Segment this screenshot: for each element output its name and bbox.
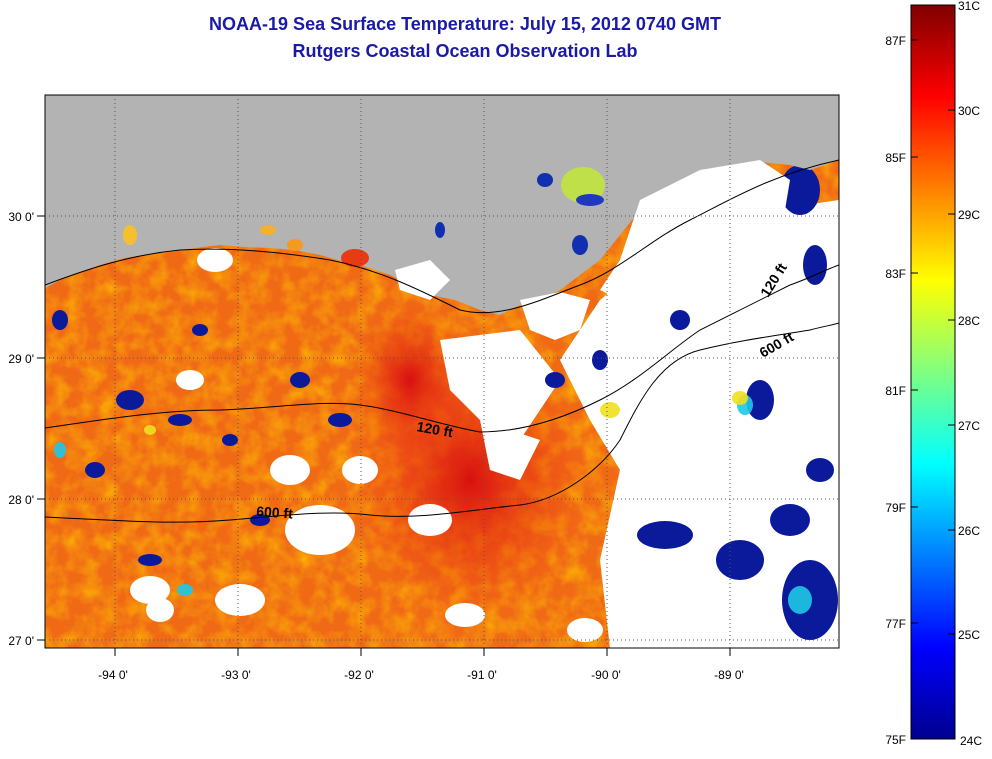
lat-label: 30 0' [8, 210, 34, 224]
colorbar-f-label: 83F [885, 267, 906, 281]
lat-label: 27 0' [8, 634, 34, 648]
colorbar: 31C 30C 29C 28C 27C 26C 25C 24C 87F 85F … [885, 0, 982, 748]
lat-label: 28 0' [8, 493, 34, 507]
colorbar-f-label: 77F [885, 617, 906, 631]
sst-map [45, 95, 839, 648]
colorbar-c-label: 24C [960, 734, 982, 748]
lon-label: -90 0' [591, 668, 621, 682]
lat-label: 29 0' [8, 352, 34, 366]
colorbar-f-label: 75F [885, 733, 906, 747]
axis-ticks [37, 215, 731, 656]
colorbar-f-label: 81F [885, 384, 906, 398]
lon-label: -91 0' [467, 668, 497, 682]
colorbar-f-label: 85F [885, 151, 906, 165]
colorbar-c-label: 27C [958, 419, 980, 433]
colorbar-c-label: 28C [958, 314, 980, 328]
lon-label: -94 0' [98, 668, 128, 682]
lon-label: -89 0' [714, 668, 744, 682]
contour-label: 600 ft [256, 503, 294, 522]
colorbar-f-label: 79F [885, 501, 906, 515]
colorbar-gradient [910, 4, 956, 740]
colorbar-c-label: 29C [958, 208, 980, 222]
map-frame [44, 94, 840, 649]
cloud-mask [130, 200, 839, 648]
colorbar-f-label: 87F [885, 34, 906, 48]
colorbar-c-label: 31C [958, 0, 980, 13]
contour-label: 120 ft [415, 418, 454, 440]
bathymetry-contours [45, 159, 839, 523]
colorbar-c-label: 30C [958, 104, 980, 118]
lon-label: -93 0' [221, 668, 251, 682]
colorbar-c-label: 26C [958, 524, 980, 538]
map-title: NOAA-19 Sea Surface Temperature: July 15… [209, 14, 721, 34]
lon-label: -92 0' [344, 668, 374, 682]
land-mass [45, 95, 839, 315]
colorbar-c-label: 25C [958, 628, 980, 642]
map-subtitle: Rutgers Coastal Ocean Observation Lab [292, 41, 638, 61]
graticule [45, 95, 839, 648]
cool-patches [52, 165, 838, 640]
